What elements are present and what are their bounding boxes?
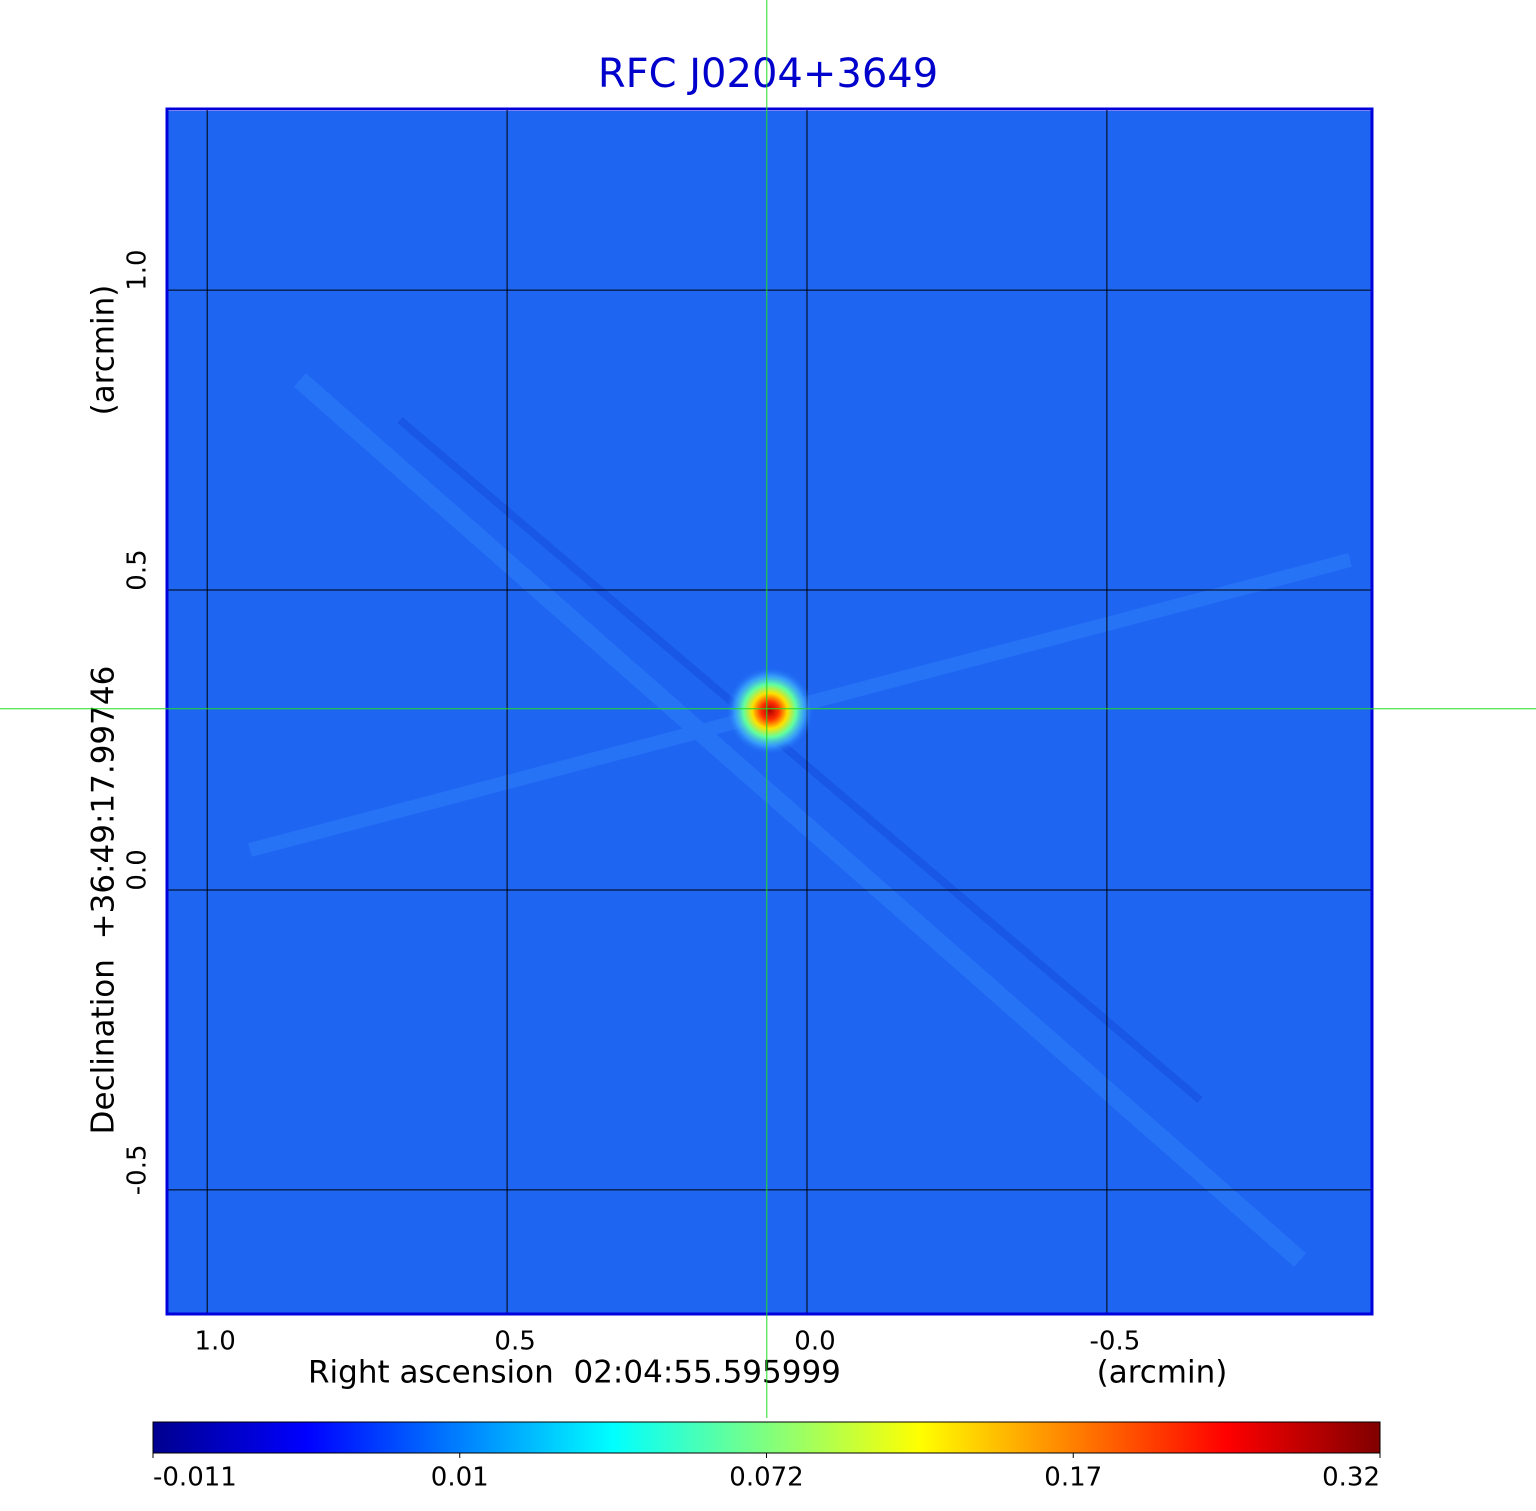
y-tick-label: 0.5 xyxy=(123,549,153,590)
y-tick-label: 0.0 xyxy=(123,849,153,890)
x-axis-unit: (arcmin) xyxy=(1097,1355,1228,1391)
x-tick-label: 1.0 xyxy=(195,1327,236,1357)
y-axis-unit: (arcmin) xyxy=(86,285,122,416)
y-axis-label: Declination +36:49:17.99746 xyxy=(86,666,122,1135)
x-axis-label: Right ascension 02:04:55.595999 xyxy=(308,1355,841,1391)
source xyxy=(725,666,814,755)
colorbar-tick-label: -0.011 xyxy=(153,1463,237,1493)
chart-title: RFC J0204+3649 xyxy=(598,51,938,97)
colorbar xyxy=(152,1421,1381,1454)
y-tick-label: 1.0 xyxy=(123,249,153,290)
x-tick-label: 0.0 xyxy=(794,1327,835,1357)
colorbar-tick-label: 0.32 xyxy=(1322,1463,1380,1493)
frame xyxy=(165,107,1374,1316)
y-tick-label: -0.5 xyxy=(123,1144,153,1195)
colorbar-tick-label: 0.072 xyxy=(729,1463,803,1493)
x-tick-label: 0.5 xyxy=(494,1327,535,1357)
plot xyxy=(167,109,1372,1314)
colorbar-tick-label: 0.01 xyxy=(431,1463,489,1493)
x-tick-label: -0.5 xyxy=(1090,1327,1141,1357)
colorbar-tick-label: 0.17 xyxy=(1044,1463,1102,1493)
